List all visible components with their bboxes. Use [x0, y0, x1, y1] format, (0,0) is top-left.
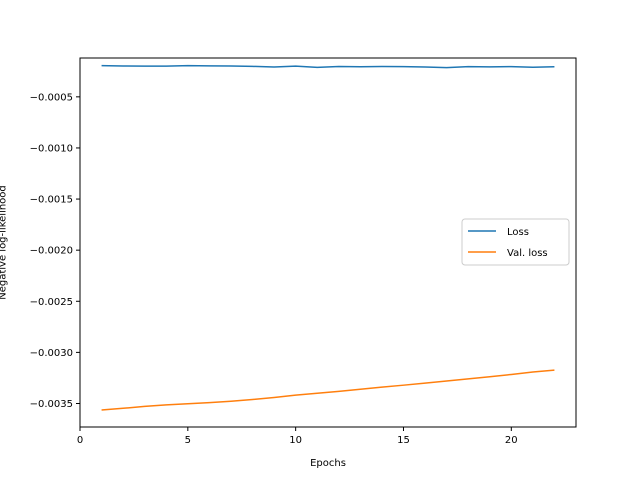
x-tick-label: 10: [289, 435, 302, 446]
plot-lines: [101, 64, 555, 411]
legend-label: Val. loss: [507, 248, 548, 259]
series-line-loss: [101, 64, 555, 69]
y-tick-label: −0.0010: [30, 143, 73, 154]
series-line-val-loss: [101, 369, 555, 411]
plot-frame: [79, 57, 577, 428]
y-tick-label: −0.0025: [30, 297, 73, 308]
x-axis-ticks: 0 5 10 15 20: [77, 427, 518, 446]
x-axis-label: Epochs: [310, 458, 346, 469]
y-tick-label: −0.0020: [30, 246, 73, 257]
y-tick-label: −0.0030: [30, 348, 73, 359]
legend: Loss Val. loss: [461, 218, 570, 266]
y-axis-ticks: −0.0005 −0.0010 −0.0015 −0.0020 −0.0025 −0.00…: [30, 92, 80, 410]
x-tick-label: 15: [397, 435, 410, 446]
x-tick-label: 20: [505, 435, 518, 446]
y-tick-label: −0.0035: [30, 399, 73, 410]
y-tick-label: −0.0015: [30, 195, 73, 206]
x-tick-label: 5: [185, 435, 191, 446]
y-tick-label: −0.0005: [30, 92, 73, 103]
x-tick-label: 0: [77, 435, 83, 446]
legend-label: Loss: [507, 227, 529, 238]
y-axis-label: Negative log-likelihood: [0, 185, 9, 300]
